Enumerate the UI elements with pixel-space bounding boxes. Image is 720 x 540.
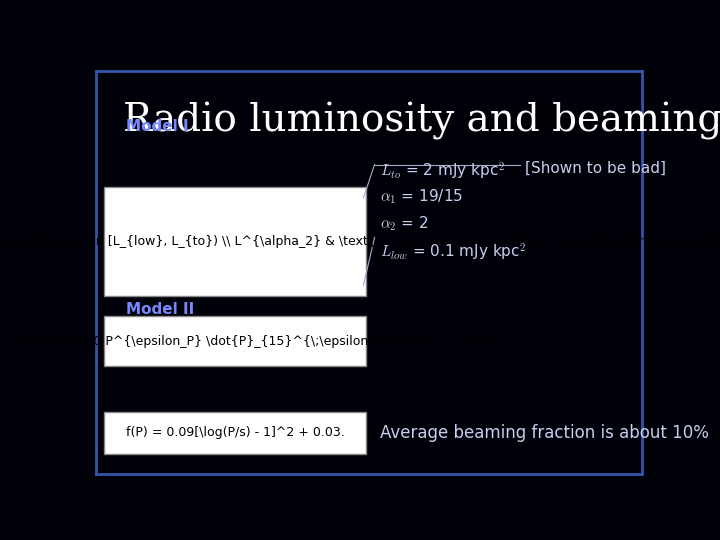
Text: Model II: Model II [126,302,194,317]
Text: [Shown to be bad]: [Shown to be bad] [526,160,666,176]
Text: p(L) \propto \left\{\begin{array}{ll} L^{\alpha_1} & \text{for } L \in [L_{low},: p(L) \propto \left\{\begin{array}{ll} L^… [0,235,720,248]
FancyBboxPatch shape [104,187,366,295]
FancyBboxPatch shape [104,412,366,454]
Text: \log L = \log\!\left(L_0 P^{\epsilon_P} \dot{P}_{15}^{\;\epsilon_p}\right) + L_{: \log L = \log\!\left(L_0 P^{\epsilon_P} … [0,335,505,348]
Text: Model I: Model I [126,119,189,134]
FancyBboxPatch shape [104,316,366,366]
Text: $\alpha_1$ = 19/15: $\alpha_1$ = 19/15 [380,187,463,206]
Text: $L_{low}$ = 0.1 mJy kpc$^2$: $L_{low}$ = 0.1 mJy kpc$^2$ [380,241,526,262]
Text: $L_{to}$ = 2 mJy kpc$^2$: $L_{to}$ = 2 mJy kpc$^2$ [380,160,505,181]
Text: f(P) = 0.09[\log(P/s) - 1]^2 + 0.03.: f(P) = 0.09[\log(P/s) - 1]^2 + 0.03. [126,426,344,439]
Text: Radio luminosity and beaming: Radio luminosity and beaming [124,102,720,140]
Text: $\alpha_2$ = 2: $\alpha_2$ = 2 [380,214,429,233]
Text: Average beaming fraction is about 10%: Average beaming fraction is about 10% [380,424,709,442]
